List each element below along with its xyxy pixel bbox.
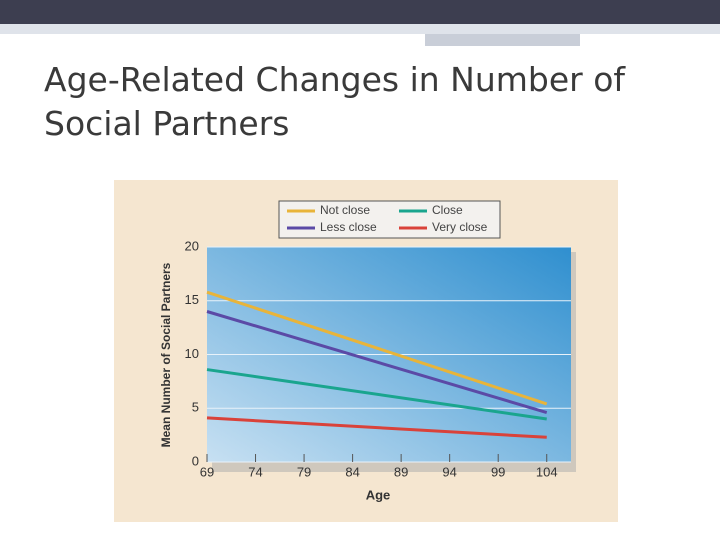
y-tick-label: 15 bbox=[185, 292, 199, 307]
x-tick-label: 69 bbox=[200, 464, 214, 479]
x-tick-label: 104 bbox=[536, 464, 558, 479]
slide-title: Age-Related Changes in Number of Social … bbox=[44, 60, 626, 143]
legend-box bbox=[278, 200, 501, 239]
y-tick-label: 0 bbox=[192, 453, 199, 468]
y-axis-label: Mean Number of Social Partners bbox=[159, 262, 173, 447]
x-axis-label: Age bbox=[366, 487, 391, 502]
legend-label: Less close bbox=[320, 220, 377, 234]
top-bar bbox=[0, 0, 720, 24]
y-tick-label: 10 bbox=[185, 346, 199, 361]
data-line bbox=[206, 310, 548, 414]
y-tick-label: 20 bbox=[185, 238, 199, 253]
x-tick-label: 79 bbox=[297, 464, 311, 479]
data-line bbox=[206, 290, 548, 406]
legend-label: Not close bbox=[320, 203, 370, 217]
y-tick-label: 5 bbox=[192, 400, 199, 415]
legend-label: Close bbox=[432, 203, 463, 217]
x-tick-label: 94 bbox=[442, 464, 456, 479]
x-tick-label: 99 bbox=[491, 464, 505, 479]
x-tick-label: 74 bbox=[248, 464, 262, 479]
data-line bbox=[206, 368, 547, 421]
top-accent bbox=[425, 34, 580, 46]
top-band bbox=[0, 24, 720, 34]
legend-label: Very close bbox=[432, 220, 488, 234]
x-tick-label: 84 bbox=[345, 464, 359, 479]
x-tick-label: 89 bbox=[394, 464, 408, 479]
data-line bbox=[206, 416, 547, 439]
